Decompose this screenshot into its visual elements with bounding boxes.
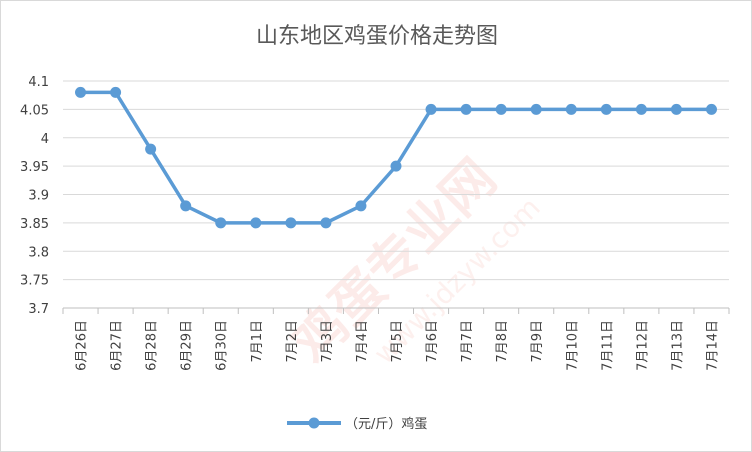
data-point bbox=[495, 103, 507, 115]
x-tick-label: 6月29日 bbox=[180, 320, 195, 371]
x-tick-label: 7月7日 bbox=[460, 320, 475, 363]
data-point bbox=[110, 86, 122, 98]
x-tick-label: 7月11日 bbox=[600, 320, 615, 371]
x-tick-label: 6月27日 bbox=[110, 320, 125, 371]
y-tick-label: 3.8 bbox=[28, 245, 49, 260]
legend-label: （元/斤）鸡蛋 bbox=[345, 416, 427, 432]
data-point bbox=[530, 103, 542, 115]
x-tick-label: 6月30日 bbox=[215, 320, 230, 371]
data-point bbox=[670, 103, 682, 115]
data-point bbox=[600, 103, 612, 115]
data-point bbox=[320, 217, 332, 229]
data-point bbox=[75, 86, 87, 98]
x-tick-label: 7月14日 bbox=[705, 320, 720, 371]
x-tick-label: 7月8日 bbox=[495, 320, 510, 363]
x-axis-ticks: 6月26日 6月27日 6月28日 6月29日 6月30日 7月1日 7月2日 7月3日 7月4… bbox=[62, 308, 730, 371]
data-point bbox=[215, 217, 227, 229]
y-tick-label: 3.9 bbox=[28, 189, 49, 204]
series-line bbox=[80, 90, 712, 225]
x-tick-label: 7月2日 bbox=[285, 320, 300, 363]
data-point bbox=[425, 103, 437, 115]
data-point bbox=[565, 103, 577, 115]
y-tick-label: 4.1 bbox=[28, 75, 49, 90]
x-tick-label: 7月6日 bbox=[425, 320, 440, 363]
y-tick-label: 3.7 bbox=[28, 302, 49, 317]
legend: （元/斤）鸡蛋 bbox=[287, 416, 427, 432]
y-tick-label: 3.85 bbox=[20, 217, 49, 232]
series-line-eggs bbox=[75, 86, 717, 229]
data-point bbox=[705, 103, 717, 115]
y-tick-label: 4.05 bbox=[20, 103, 49, 118]
x-tick-label: 7月1日 bbox=[250, 320, 265, 363]
data-point bbox=[250, 217, 262, 229]
data-point bbox=[355, 200, 367, 212]
data-point bbox=[285, 217, 297, 229]
x-tick-label: 7月5日 bbox=[390, 320, 405, 363]
y-axis-ticks: 3.7 3.75 3.8 3.85 3.9 3.95 4 4.05 4.1 bbox=[20, 75, 49, 317]
x-tick-label: 7月4日 bbox=[355, 320, 370, 363]
x-tick-label: 7月9日 bbox=[530, 320, 545, 363]
chart-title: 山东地区鸡蛋价格走势图 bbox=[256, 24, 498, 49]
watermark-logo: 鸡蛋专业网 www.jdzyw.com bbox=[282, 148, 547, 374]
y-tick-label: 3.75 bbox=[20, 274, 49, 289]
data-point bbox=[145, 143, 157, 155]
data-point bbox=[635, 103, 647, 115]
x-tick-label: 6月28日 bbox=[145, 320, 160, 371]
x-tick-label: 7月10日 bbox=[565, 320, 580, 371]
data-point bbox=[390, 160, 402, 172]
x-tick-label: 7月3日 bbox=[320, 320, 335, 363]
data-point bbox=[180, 200, 192, 212]
x-tick-label: 6月26日 bbox=[75, 320, 90, 371]
y-tick-label: 4 bbox=[41, 132, 49, 147]
y-tick-label: 3.95 bbox=[20, 160, 49, 175]
data-point bbox=[460, 103, 472, 115]
x-tick-label: 7月13日 bbox=[670, 320, 685, 371]
x-tick-label: 7月12日 bbox=[635, 320, 650, 371]
legend-marker-swatch bbox=[308, 417, 320, 429]
